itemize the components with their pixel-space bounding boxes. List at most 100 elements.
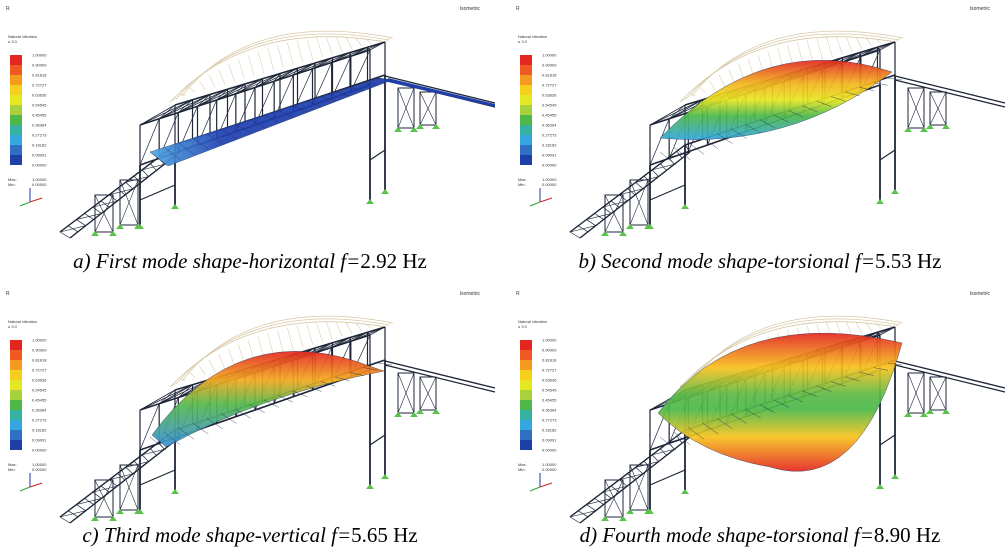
truss-member — [702, 137, 719, 150]
support — [626, 509, 634, 514]
truss-member — [578, 510, 589, 518]
truss-member — [216, 89, 228, 101]
legend-value: 0.63636 — [32, 93, 47, 98]
truss-member — [273, 67, 298, 82]
support — [171, 489, 179, 494]
legend-band — [520, 155, 532, 165]
max-value: 1.00000 — [542, 177, 557, 182]
truss-member — [676, 151, 683, 159]
arch — [169, 315, 394, 388]
truss-member — [859, 52, 862, 57]
legend-band — [10, 440, 22, 450]
truss-member — [94, 479, 114, 518]
legend-band — [10, 75, 22, 85]
legend-band — [520, 85, 532, 95]
truss-member — [150, 448, 157, 456]
ramp-tower — [907, 87, 925, 129]
truss-member — [689, 94, 696, 96]
legend-value: 0.45455 — [542, 113, 557, 118]
truss-member — [397, 87, 415, 129]
truss-member — [331, 57, 333, 63]
support — [942, 409, 950, 414]
truss-member — [610, 200, 620, 208]
truss-member — [365, 323, 372, 329]
legend-band — [520, 350, 532, 360]
truss-member — [759, 119, 775, 128]
truss-member — [199, 365, 206, 375]
truss-member — [254, 73, 281, 88]
legend-band — [520, 65, 532, 75]
corner-label: R — [516, 291, 520, 297]
legend-band — [520, 400, 532, 410]
truss-member — [139, 403, 160, 451]
truss-member — [718, 74, 726, 88]
min-label: Min: — [518, 182, 526, 187]
truss-member — [894, 322, 902, 328]
min-label: Min: — [8, 467, 16, 472]
legend-band — [10, 135, 22, 145]
max-label: Max: — [8, 462, 17, 467]
legend-title: Natural vibration — [8, 319, 37, 324]
support — [109, 516, 117, 521]
truss-member — [306, 100, 322, 107]
truss-member — [529, 486, 541, 492]
min-value: 0.00000 — [542, 182, 557, 187]
truss-member — [350, 49, 371, 92]
truss-member — [19, 201, 31, 207]
arch-chord — [181, 30, 394, 97]
truss-member — [331, 342, 333, 348]
truss-member — [660, 448, 667, 456]
legend-band — [520, 55, 532, 65]
truss-member — [773, 399, 790, 408]
support — [432, 409, 440, 414]
truss-member — [320, 96, 336, 102]
truss-member — [277, 44, 284, 69]
axis-triad — [19, 473, 43, 492]
arch-chord — [169, 36, 386, 103]
legend-subtitle: u 3 0 — [8, 39, 18, 44]
truss-member — [119, 179, 139, 226]
view-label: Isometric — [970, 291, 991, 297]
truss-member — [312, 62, 332, 106]
arch-chord — [691, 30, 904, 97]
truss-member — [363, 367, 378, 371]
truss-member — [367, 332, 371, 336]
caption-label: a) First mode shape-horizontal f= — [73, 249, 360, 273]
caption: b) Second mode shape-torsional f=5.53 Hz — [579, 249, 942, 273]
truss-member — [702, 422, 719, 435]
truss-member — [133, 460, 141, 468]
legend-value: 0.36364 — [542, 408, 557, 413]
support — [116, 224, 124, 229]
truss-member — [802, 105, 818, 113]
truss-member — [206, 418, 223, 429]
truss-member — [349, 52, 352, 57]
truss-member — [296, 325, 304, 348]
truss-member — [875, 323, 882, 329]
truss-member — [141, 169, 149, 177]
legend-value: 0.54545 — [542, 388, 557, 393]
support — [926, 409, 934, 414]
truss-member — [199, 80, 206, 90]
truss-member — [312, 342, 333, 355]
truss-member — [369, 326, 386, 336]
legend-value: 0.36364 — [32, 408, 47, 413]
caption-frequency: 2.92 Hz — [360, 249, 427, 273]
truss-member — [873, 82, 888, 86]
truss-member — [221, 413, 237, 424]
legend-value: 0.36364 — [32, 123, 47, 128]
arch-chord — [169, 321, 386, 388]
truss-member — [635, 467, 644, 475]
truss-member — [169, 382, 177, 388]
support — [920, 127, 928, 132]
arch — [679, 30, 904, 103]
truss-member — [759, 404, 775, 413]
support — [891, 189, 899, 194]
legend-band — [520, 390, 532, 400]
legend-value: 0.27273 — [542, 418, 557, 423]
legend-band — [520, 410, 532, 420]
truss-member — [278, 395, 294, 403]
truss-member — [277, 329, 284, 354]
truss-member — [178, 427, 195, 440]
truss-member — [894, 79, 1006, 108]
support — [681, 489, 689, 494]
